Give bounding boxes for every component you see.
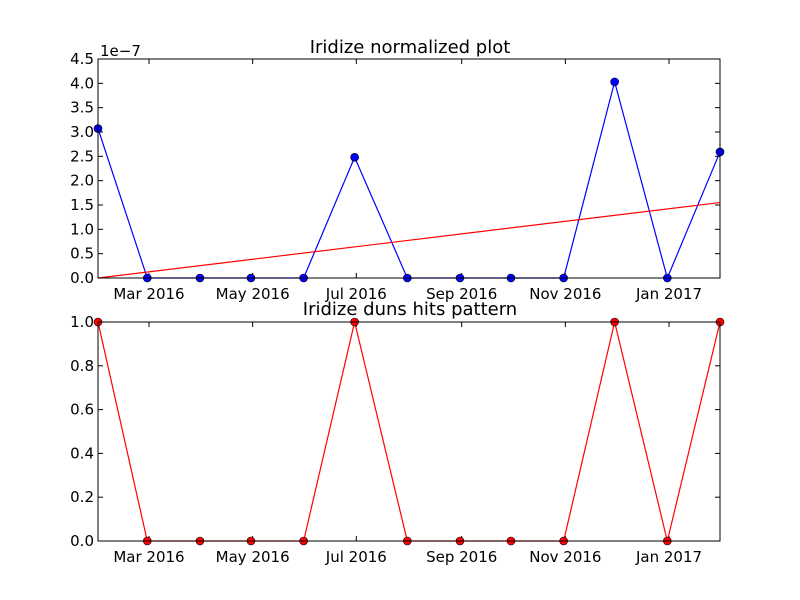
y-tick-label: 3.0 bbox=[70, 123, 94, 141]
y-tick-label: 2.0 bbox=[70, 172, 94, 190]
plot-frame bbox=[97, 58, 721, 279]
x-tick-label: Mar 2016 bbox=[113, 285, 184, 303]
y-tick-label: 1.0 bbox=[70, 220, 94, 238]
normalized-plot-axes: Iridize normalized plot 1e−7 0.0 0.5 1.0 1.… bbox=[70, 37, 725, 303]
y-tick-label: 1.5 bbox=[70, 196, 94, 214]
data-point bbox=[350, 153, 359, 162]
x-tick-label: Nov 2016 bbox=[529, 548, 601, 566]
series-line bbox=[97, 321, 721, 542]
y-tick-label: 4.5 bbox=[70, 50, 94, 68]
plot-frame bbox=[97, 321, 721, 542]
y-tick-label: 0.5 bbox=[70, 245, 94, 263]
y-tick-label: 0.6 bbox=[70, 401, 94, 419]
y-offset-label: 1e−7 bbox=[100, 42, 141, 60]
y-tick-label: 2.5 bbox=[70, 147, 94, 165]
x-tick-label: May 2016 bbox=[216, 285, 290, 303]
data-point bbox=[610, 77, 619, 87]
y-tick-label: 4.0 bbox=[70, 74, 94, 92]
y-tick-label: 3.5 bbox=[70, 99, 94, 117]
duns-hits-axes: Iridize duns hits pattern 0.00.20.40.60.… bbox=[70, 299, 725, 566]
y-tick-label: 0.2 bbox=[70, 488, 94, 506]
x-tick-label: Jan 2017 bbox=[635, 285, 702, 303]
plot-marks: 0.0 0.2 0.4 0.6 0.8 1.0 Mar 2016 May 2016 Jul 20… bbox=[70, 313, 725, 566]
plot-marks: 0.0 0.5 1.0 1.5 2.0 2.5 3.0 3.5 4.0 4.5 Mar 2016 Ma… bbox=[70, 50, 725, 303]
x-tick-label: Nov 2016 bbox=[529, 285, 601, 303]
x-tick-label: Sep 2016 bbox=[426, 285, 497, 303]
x-tick-label: May 2016 bbox=[216, 548, 290, 566]
y-tick-label: 1.0 bbox=[70, 313, 94, 331]
y-tick-label: 0.0 bbox=[70, 532, 94, 550]
chart-title: Iridize normalized plot bbox=[310, 37, 511, 58]
x-tick-label: Jul 2016 bbox=[325, 285, 387, 303]
y-tick-label: 0.0 bbox=[70, 269, 94, 287]
x-tick-label: Sep 2016 bbox=[426, 548, 497, 566]
x-tick-label: Mar 2016 bbox=[113, 548, 184, 566]
chart-title: Iridize duns hits pattern bbox=[303, 299, 517, 320]
y-tick-label: 0.4 bbox=[70, 444, 94, 462]
x-tick-label: Jan 2017 bbox=[635, 548, 702, 566]
x-tick-label: Jul 2016 bbox=[325, 548, 387, 566]
series-line bbox=[97, 79, 721, 280]
series-line bbox=[97, 201, 721, 279]
y-tick-label: 0.8 bbox=[70, 357, 94, 375]
